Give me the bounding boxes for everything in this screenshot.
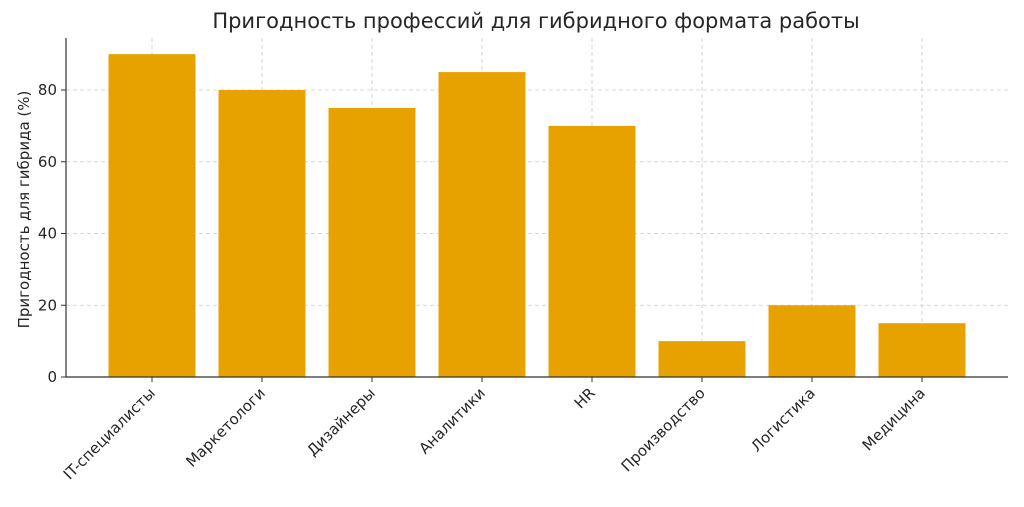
chart-title: Пригодность профессий для гибридного фор… — [212, 9, 859, 33]
bar — [768, 305, 856, 377]
axes — [65, 38, 1008, 378]
bar — [218, 90, 306, 378]
y-tick-label: 60 — [38, 153, 57, 171]
x-tick-label: Аналитики — [415, 384, 488, 457]
bar — [658, 341, 746, 377]
x-tick-label: Логистика — [747, 384, 818, 455]
x-tick-label: IT-специалисты — [60, 384, 159, 483]
bar — [548, 125, 636, 377]
y-tick-label: 20 — [38, 296, 57, 314]
bars — [108, 54, 966, 378]
y-ticks: 0 20 40 60 80 — [38, 81, 66, 386]
x-ticks: IT-специалисты Маркетологи Дизайнеры Аналит… — [60, 377, 929, 483]
y-tick-label: 0 — [47, 368, 57, 386]
bar — [108, 54, 196, 378]
x-tick-label: Медицина — [859, 384, 929, 454]
x-tick-label: Маркетологи — [182, 384, 268, 470]
y-tick-label: 40 — [38, 225, 57, 243]
x-tick-label: Производство — [618, 384, 709, 475]
bar — [328, 107, 416, 377]
y-axis-label: Пригодность для гибрида (%) — [15, 91, 33, 329]
x-tick-label: Дизайнеры — [303, 384, 379, 460]
x-tick-label: HR — [571, 384, 599, 412]
bar — [878, 323, 966, 377]
grid — [66, 38, 1008, 377]
bar — [438, 72, 526, 377]
y-tick-label: 80 — [38, 81, 57, 99]
